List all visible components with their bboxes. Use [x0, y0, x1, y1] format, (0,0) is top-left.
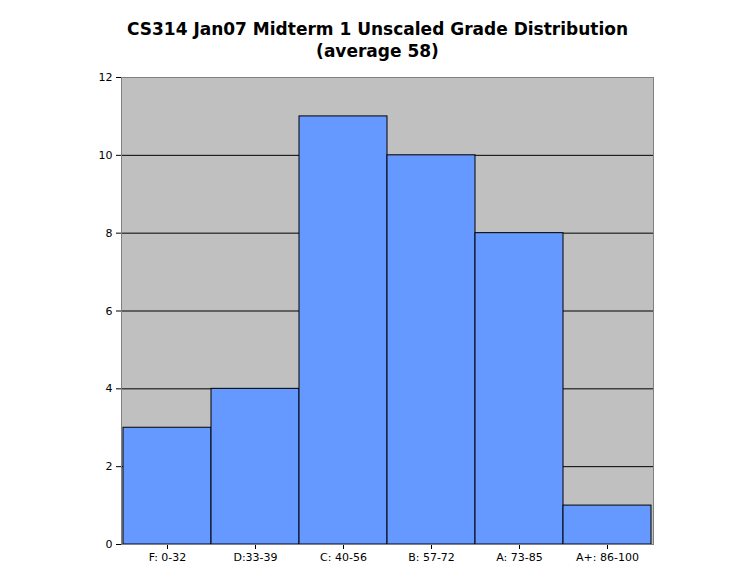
svg-text:8: 8 [106, 227, 113, 240]
svg-text:0: 0 [106, 538, 113, 551]
svg-text:A: 73-85: A: 73-85 [496, 551, 543, 564]
svg-text:C: 40-56: C: 40-56 [320, 551, 367, 564]
svg-text:12: 12 [99, 71, 113, 84]
html-text:CS314 Jan07 Midterm 1 Unscaled: CS314 Jan07 Midterm 1 Unscaled Grade Dis… [127, 19, 628, 39]
svg-text:10: 10 [99, 149, 113, 162]
svg-text:4: 4 [106, 382, 113, 395]
svg-text:D:33-39: D:33-39 [233, 551, 277, 564]
svg-text:2: 2 [106, 460, 113, 473]
svg-text:B: 57-72: B: 57-72 [408, 551, 455, 564]
html-text:(average 58): (average 58) [316, 41, 439, 61]
svg-text:6: 6 [106, 305, 113, 318]
svg-text:A+: 86-100: A+: 86-100 [576, 551, 639, 564]
svg-text:F: 0-32: F: 0-32 [149, 551, 187, 564]
